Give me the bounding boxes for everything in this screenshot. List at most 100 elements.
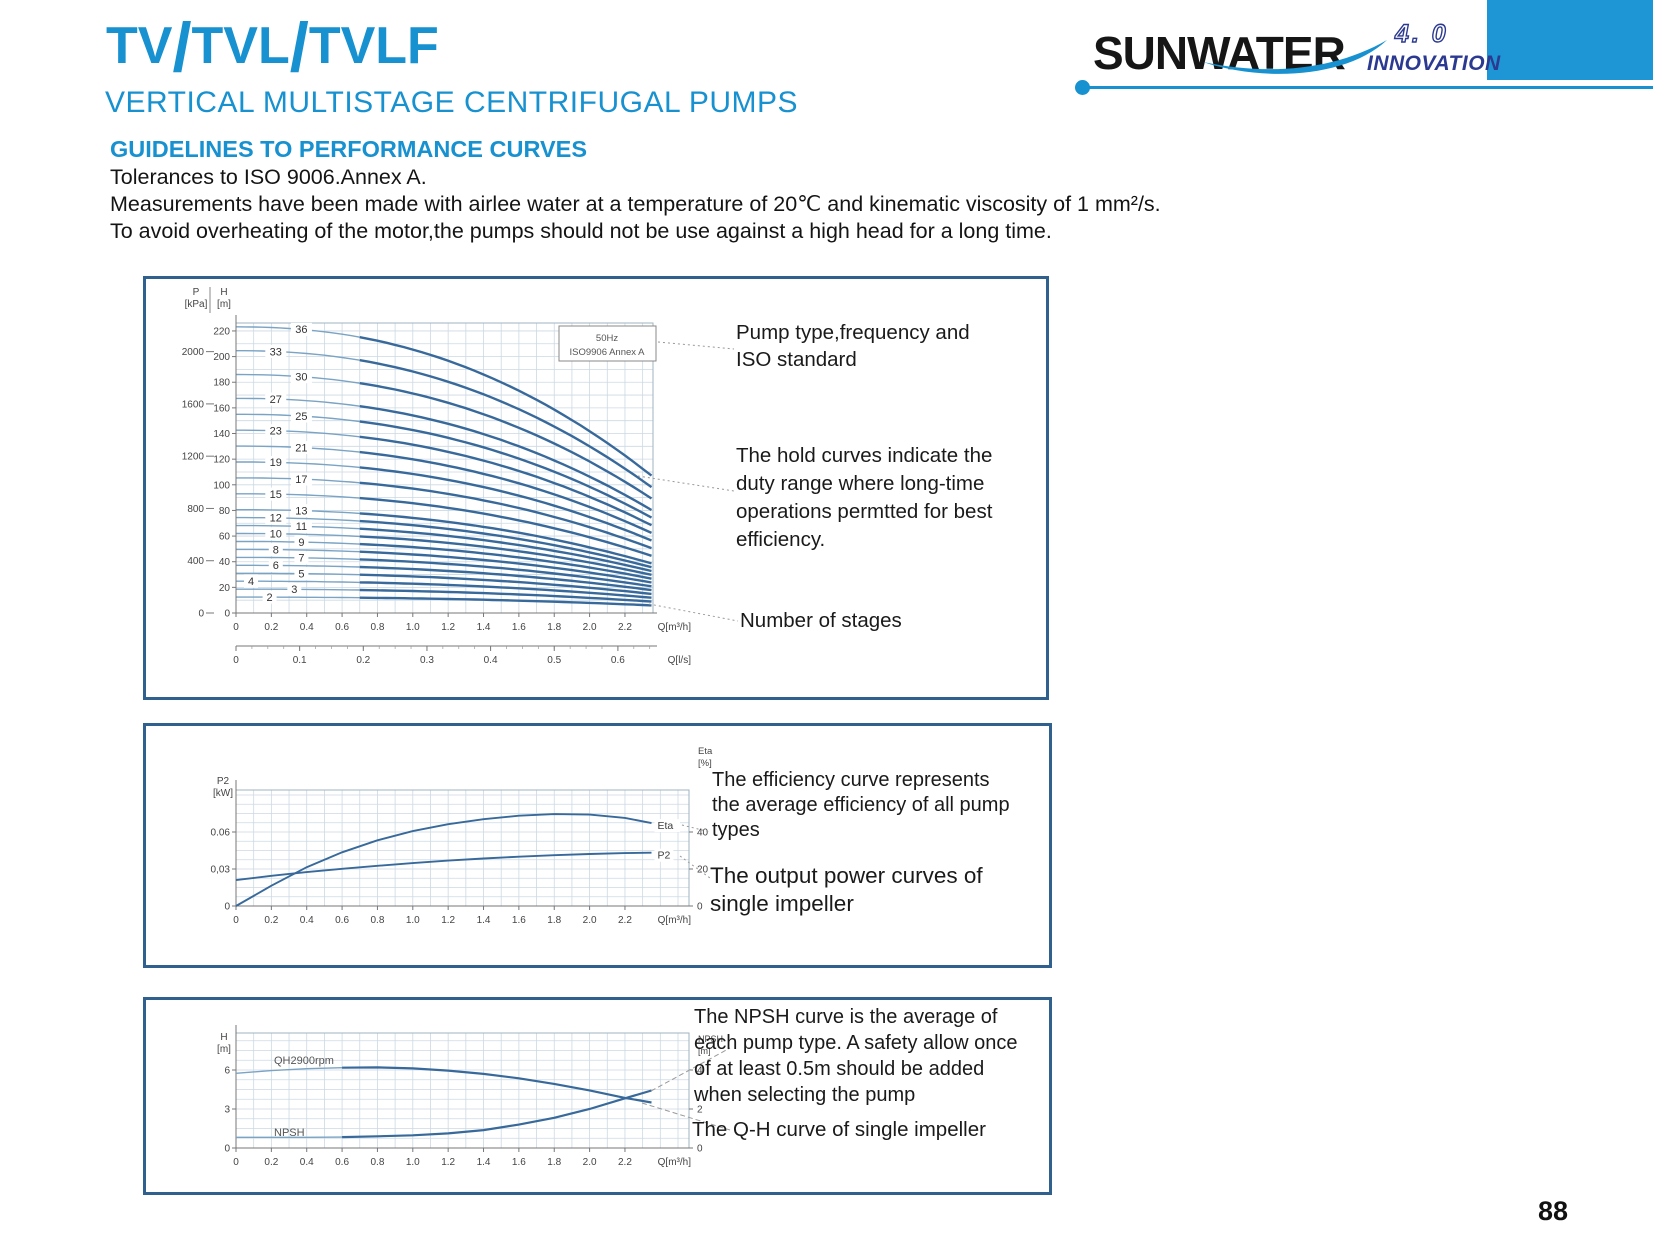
svg-text:2: 2 xyxy=(697,1105,703,1116)
frequency-standard-box: 50Hz ISO9906 Annex A xyxy=(558,325,657,362)
logo-version-text: 4. 0 xyxy=(1394,19,1449,48)
svg-text:1.6: 1.6 xyxy=(512,622,526,633)
svg-text:0.6: 0.6 xyxy=(335,1157,349,1168)
svg-text:50Hz: 50Hz xyxy=(596,333,618,344)
svg-text:QH2900rpm: QH2900rpm xyxy=(274,1055,334,1067)
svg-text:1.0: 1.0 xyxy=(406,1157,420,1168)
svg-text:1.6: 1.6 xyxy=(512,915,526,926)
svg-text:160: 160 xyxy=(213,403,230,414)
svg-text:0: 0 xyxy=(233,655,239,666)
svg-text:1.8: 1.8 xyxy=(547,622,561,633)
page-subtitle: VERTICAL MULTISTAGE CENTRIFUGAL PUMPS xyxy=(105,86,799,119)
svg-text:1.8: 1.8 xyxy=(547,915,561,926)
svg-text:1.2: 1.2 xyxy=(441,1157,455,1168)
svg-text:0.2: 0.2 xyxy=(264,915,278,926)
svg-text:19: 19 xyxy=(270,457,282,469)
svg-text:13: 13 xyxy=(295,505,307,517)
svg-text:20: 20 xyxy=(697,865,709,876)
svg-text:23: 23 xyxy=(270,426,282,438)
svg-text:2.2: 2.2 xyxy=(618,622,632,633)
svg-text:1.0: 1.0 xyxy=(406,915,420,926)
series-labels: Eta P2 xyxy=(654,819,680,862)
axes: P[kPa]H[m]040080012001600200002040608010… xyxy=(182,287,691,666)
svg-text:1.6: 1.6 xyxy=(512,1157,526,1168)
svg-text:2.0: 2.0 xyxy=(583,622,597,633)
svg-text:NPSH: NPSH xyxy=(698,1034,723,1044)
svg-text:Q[m³/h]: Q[m³/h] xyxy=(658,915,692,926)
series-curves xyxy=(235,813,652,907)
annotation-qh-curve: The Q-H curve of single impeller xyxy=(692,1118,986,1141)
svg-text:10: 10 xyxy=(270,529,282,541)
svg-text:200: 200 xyxy=(213,352,230,363)
svg-text:0.4: 0.4 xyxy=(300,622,314,633)
svg-text:1.2: 1.2 xyxy=(441,915,455,926)
guidelines-line-3: To avoid overheating of the motor,the pu… xyxy=(110,219,1052,243)
stage-curves xyxy=(235,326,653,607)
logo-brand-text: SUNWATER xyxy=(1093,27,1346,79)
svg-text:H: H xyxy=(220,1032,227,1043)
svg-text:ISO9906 Annex A: ISO9906 Annex A xyxy=(569,347,645,358)
logo-tagline-text: INNOVATION xyxy=(1367,52,1501,75)
svg-text:5: 5 xyxy=(298,568,304,580)
svg-text:0.2: 0.2 xyxy=(356,655,370,666)
corner-accent-block xyxy=(1487,0,1653,80)
svg-text:1.4: 1.4 xyxy=(477,915,491,926)
svg-text:100: 100 xyxy=(213,480,230,491)
svg-text:H: H xyxy=(220,287,227,298)
svg-text:800: 800 xyxy=(187,504,204,515)
svg-text:Eta: Eta xyxy=(698,746,713,757)
svg-text:80: 80 xyxy=(219,506,231,517)
logo-dot xyxy=(1075,80,1090,95)
svg-text:0.6: 0.6 xyxy=(611,655,625,666)
svg-text:140: 140 xyxy=(213,429,230,440)
svg-text:0: 0 xyxy=(224,1144,230,1155)
svg-text:15: 15 xyxy=(270,489,282,501)
svg-text:4: 4 xyxy=(697,1066,703,1077)
svg-text:NPSH: NPSH xyxy=(274,1127,305,1139)
svg-text:[kPa]: [kPa] xyxy=(185,299,208,310)
svg-text:0.6: 0.6 xyxy=(335,915,349,926)
chart-box-qh-npsh: H [m] 0 3 6 NPSH [m] 0 2 4 0 0.2 0.4 0.6 0.8 1.0 1.2 1.4 1… xyxy=(143,997,1052,1195)
svg-text:1.4: 1.4 xyxy=(477,1157,491,1168)
plot-border xyxy=(235,789,690,907)
leader-lines xyxy=(679,824,711,879)
svg-text:Q[m³/h]: Q[m³/h] xyxy=(658,622,692,633)
svg-text:0: 0 xyxy=(224,609,230,620)
brand-logo: SUNWATER 4. 0 INNOVATION xyxy=(1035,14,1653,109)
svg-text:0: 0 xyxy=(697,1144,703,1155)
svg-text:0.4: 0.4 xyxy=(300,915,314,926)
svg-text:[%]: [%] xyxy=(698,758,712,769)
svg-text:P2: P2 xyxy=(217,776,230,787)
svg-text:Q[l/s]: Q[l/s] xyxy=(668,655,692,666)
svg-text:0.8: 0.8 xyxy=(370,915,384,926)
svg-text:2.0: 2.0 xyxy=(583,1157,597,1168)
svg-text:[kW]: [kW] xyxy=(213,788,233,799)
svg-text:0: 0 xyxy=(224,902,230,913)
svg-text:0.4: 0.4 xyxy=(300,1157,314,1168)
svg-text:Q[m³/h]: Q[m³/h] xyxy=(658,1157,692,1168)
svg-text:0,03: 0,03 xyxy=(211,865,231,876)
svg-text:0.5: 0.5 xyxy=(547,655,561,666)
svg-text:0: 0 xyxy=(198,609,204,620)
qh-family-chart: 234567891011121315171921232527303336P[kP… xyxy=(182,287,739,666)
svg-text:0: 0 xyxy=(233,622,239,633)
svg-text:60: 60 xyxy=(219,532,231,543)
svg-text:27: 27 xyxy=(270,394,282,406)
chart-box-power-efficiency: P2 [kW] 0 0,03 0.06 Eta [%] 0 20 40 0 0.2 0.4 0.6 0.8 1… xyxy=(143,723,1052,968)
svg-text:[m]: [m] xyxy=(698,1046,711,1056)
guidelines-line-2: Measurements have been made with airlee … xyxy=(110,192,1161,216)
svg-text:220: 220 xyxy=(213,326,230,337)
annotation-efficiency-curve: The efficiency curve represents the aver… xyxy=(712,769,1010,841)
series-curves xyxy=(235,1066,652,1139)
svg-text:1200: 1200 xyxy=(182,452,205,463)
svg-text:3: 3 xyxy=(291,584,297,596)
annotation-npsh-curve: The NPSH curve is the average of each pu… xyxy=(694,1006,1018,1106)
leader-lines xyxy=(637,341,739,622)
grid xyxy=(235,790,689,906)
svg-text:20: 20 xyxy=(219,583,231,594)
